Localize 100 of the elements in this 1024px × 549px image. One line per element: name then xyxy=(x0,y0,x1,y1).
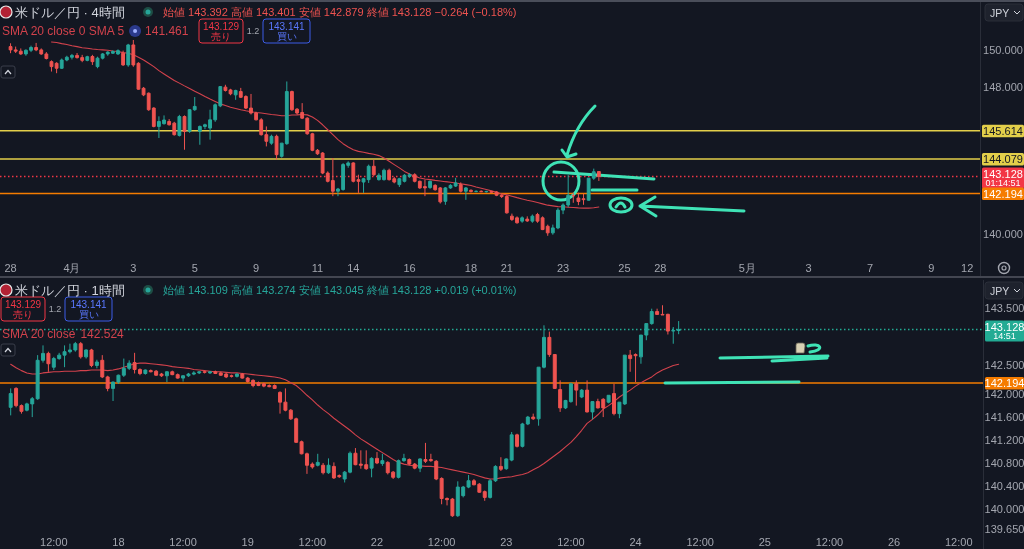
annotation: 141.461 xyxy=(145,24,189,38)
annotation: 売り xyxy=(13,309,33,320)
y-tick-label: 140.000 xyxy=(983,227,1023,240)
x-tick-label: 5月 xyxy=(738,262,756,274)
y-tick-label: 142.000 xyxy=(984,388,1024,401)
candlestick xyxy=(458,181,463,193)
text: 14:51 xyxy=(993,330,1016,341)
y-tick-label: 139.650 xyxy=(984,522,1024,535)
candlestick xyxy=(474,189,478,193)
annotation: 1.2 xyxy=(246,26,260,36)
x-tick-label: 24 xyxy=(629,536,642,548)
x-tick-label: 4月 xyxy=(63,262,81,274)
y-tick-label: 143.500 xyxy=(984,302,1024,315)
candlestick xyxy=(8,387,13,416)
candlestick xyxy=(274,134,279,161)
candlestick xyxy=(418,457,423,473)
candlestick xyxy=(571,192,576,204)
x-tick-label: 28 xyxy=(654,262,667,274)
x-tick-label: 5 xyxy=(191,262,198,274)
ref-line-label: 144.079 xyxy=(983,152,1023,165)
x-tick-label: 18 xyxy=(464,262,478,274)
candlestick xyxy=(606,394,611,404)
annotation: 売り xyxy=(211,31,231,42)
candlestick xyxy=(269,134,274,146)
candlestick xyxy=(100,354,105,379)
x-tick-label: 3 xyxy=(130,262,137,274)
candlestick xyxy=(126,43,131,68)
candlestick xyxy=(321,462,326,475)
candlestick xyxy=(170,370,175,376)
annotation: 1.2 xyxy=(48,304,62,314)
annotation: 143.141 xyxy=(268,20,306,32)
candlestick xyxy=(177,114,182,138)
x-tick-label: 26 xyxy=(887,536,901,548)
x-tick-label: 12:00 xyxy=(298,536,327,548)
y-tick-label: 150.000 xyxy=(983,44,1023,57)
ref-line-label: 142.194 xyxy=(983,187,1023,200)
candlestick xyxy=(175,372,180,380)
x-tick-label: 14 xyxy=(347,262,360,274)
candlestick xyxy=(84,348,89,360)
x-tick-label: 12:00 xyxy=(169,536,197,548)
candlestick xyxy=(649,308,654,326)
x-tick-label: 7 xyxy=(866,262,874,274)
candlestick xyxy=(504,457,509,471)
annotation: 始値 143.109 高値 143.274 安値 143.045 終値 143.128 +0.019 (+0.01%) xyxy=(163,284,517,296)
candlestick xyxy=(579,388,584,399)
x-tick-label: 3 xyxy=(805,262,812,274)
candlestick xyxy=(34,42,39,52)
text: 01:14:51 xyxy=(985,177,1021,188)
candlestick xyxy=(434,459,439,481)
y-tick-label: 141.200 xyxy=(984,434,1024,447)
candlestick xyxy=(234,372,239,379)
candlestick xyxy=(482,490,487,502)
candlestick xyxy=(387,168,392,182)
candlestick xyxy=(326,457,331,475)
candlestick xyxy=(380,453,385,467)
candlestick xyxy=(479,189,484,193)
x-tick-label: 12:00 xyxy=(944,536,973,548)
candlestick xyxy=(182,114,187,151)
x-tick-label: 18 xyxy=(112,536,125,548)
annotation: 143.129 xyxy=(4,298,42,310)
candlestick xyxy=(315,453,320,467)
candlestick xyxy=(585,379,590,413)
candlestick xyxy=(525,215,530,223)
x-tick-label: 25 xyxy=(758,536,771,548)
y-tick-label: 140.800 xyxy=(984,456,1024,469)
x-tick-label: 22 xyxy=(370,536,384,548)
candlestick xyxy=(233,89,238,101)
candlestick xyxy=(94,359,99,369)
candlestick xyxy=(428,180,432,190)
x-tick-label: 12:00 xyxy=(40,536,68,548)
x-tick-label: 28 xyxy=(4,262,17,274)
candlestick xyxy=(407,457,412,466)
candlestick xyxy=(272,383,277,390)
candlestick xyxy=(498,456,503,472)
x-tick-label: 23 xyxy=(500,536,513,548)
x-tick-label: 12:00 xyxy=(427,536,456,548)
candlestick xyxy=(531,413,536,421)
candlestick xyxy=(46,351,51,373)
candlestick xyxy=(463,186,468,201)
text: JPY xyxy=(990,284,1010,297)
candlestick xyxy=(574,379,579,407)
y-tick-label: 148.000 xyxy=(983,80,1023,93)
candlestick xyxy=(330,157,335,197)
candlestick xyxy=(596,170,601,182)
x-tick-label: 23 xyxy=(556,262,570,274)
candlestick xyxy=(164,370,169,383)
y-tick-label: 141.600 xyxy=(984,411,1024,424)
candlestick xyxy=(520,215,525,224)
ref-line-label: 145.614 xyxy=(983,124,1023,137)
candlestick xyxy=(371,159,376,177)
candlestick xyxy=(121,50,126,67)
candlestick xyxy=(89,348,94,368)
x-tick-label: 12:00 xyxy=(557,536,585,548)
candlestick xyxy=(105,375,110,392)
candlestick xyxy=(18,47,23,56)
annotation: 始値 143.392 高値 143.401 安値 142.879 終値 143.128 −0.264 (−0.18%) xyxy=(163,6,517,18)
candlestick xyxy=(375,451,379,465)
candlestick xyxy=(590,401,595,420)
x-tick-label: 25 xyxy=(618,262,631,274)
candlestick xyxy=(202,370,207,374)
